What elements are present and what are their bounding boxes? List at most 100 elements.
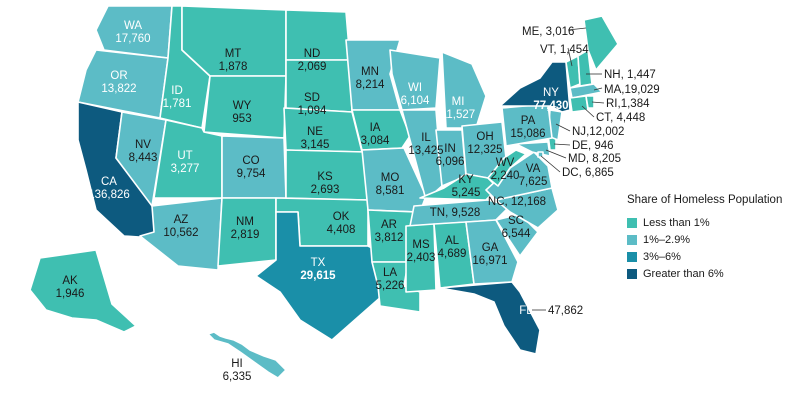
- state-ms: [405, 223, 437, 293]
- label-mi-value: 11,527: [441, 109, 475, 121]
- label-ga: GA 16,971: [472, 242, 507, 267]
- label-ny: NY 77,430: [533, 87, 568, 112]
- state-me: [583, 15, 619, 71]
- label-la-value: 5,226: [376, 280, 405, 292]
- state-ct: [569, 95, 589, 113]
- label-az-value: 10,562: [163, 227, 198, 239]
- label-hi-abbr: HI: [231, 358, 243, 370]
- leader-line-ct: [581, 105, 595, 118]
- label-al-abbr: AL: [445, 235, 460, 247]
- state-ia: [351, 109, 411, 151]
- label-ga-value: 16,971: [472, 255, 507, 267]
- label-ne: NE 3,145: [301, 126, 330, 151]
- legend-label-less-than-1: Less than 1%: [643, 216, 710, 229]
- label-dc: DC, 6,865: [562, 167, 614, 179]
- state-mo: [361, 147, 427, 213]
- label-tx-abbr: TX: [311, 257, 326, 269]
- label-tx-value: 29,615: [300, 270, 336, 282]
- label-ok-abbr: OK: [333, 211, 350, 223]
- label-mo-value: 8,581: [376, 185, 405, 197]
- state-mi: [441, 51, 487, 129]
- state-fl: [439, 281, 541, 355]
- label-hi-value: 6,335: [223, 371, 252, 383]
- label-nm: NM 2,819: [231, 216, 260, 241]
- label-sd: SD 1,094: [298, 92, 327, 117]
- state-tx: [255, 211, 385, 341]
- label-ca-value: 136,826: [88, 189, 130, 201]
- label-sd-abbr: SD: [304, 92, 320, 104]
- label-nc: NC, 12,168: [488, 196, 546, 208]
- label-mn-abbr: MN: [361, 66, 379, 78]
- label-ak-value: 1,946: [56, 288, 85, 300]
- label-wa-value: 17,760: [115, 33, 150, 45]
- label-ut-abbr: UT: [177, 150, 192, 162]
- state-mn: [345, 39, 401, 111]
- label-co-abbr: CO: [242, 155, 259, 167]
- state-wa: [95, 5, 173, 59]
- label-wi-abbr: WI: [408, 82, 422, 94]
- state-co: [221, 135, 287, 199]
- label-pa: PA 15,086: [510, 115, 545, 140]
- label-mo-abbr: MO: [381, 172, 400, 184]
- state-ri: [585, 95, 595, 109]
- label-nh: NH, 1,447: [604, 69, 656, 81]
- state-wv: [487, 149, 527, 187]
- label-de-abbr: DE: [572, 140, 588, 152]
- label-ia: IA 3,084: [361, 122, 390, 147]
- label-ky-value: 5,245: [452, 187, 481, 199]
- label-ma-value: 19,029: [624, 84, 659, 96]
- label-ne-abbr: NE: [307, 126, 323, 138]
- label-wv: WV 2,240: [491, 157, 520, 182]
- state-ga: [465, 219, 519, 285]
- label-or-value: 13,822: [101, 83, 136, 95]
- legend-item-3-to-6: 3%–6%: [627, 248, 803, 265]
- label-wy-abbr: WY: [233, 100, 252, 112]
- label-nd: ND 2,069: [298, 48, 327, 73]
- label-ca: CA 136,826: [88, 176, 130, 201]
- label-mn: MN 8,214: [356, 66, 385, 91]
- label-vt: VT, 1,454: [540, 44, 589, 56]
- label-ny-abbr: NY: [543, 87, 559, 99]
- leader-line-ri: [591, 101, 605, 104]
- label-de-value: 946: [594, 140, 613, 152]
- leader-line-nj: [555, 123, 571, 132]
- label-ks: KS 2,693: [311, 171, 340, 196]
- label-il-value: 13,425: [408, 145, 443, 157]
- legend-item-1-to-2-9: 1%–2.9%: [627, 231, 803, 248]
- label-il: IL 13,425: [408, 132, 443, 157]
- label-mt: MT 1,878: [219, 48, 248, 73]
- state-shapes: [29, 5, 619, 379]
- label-nh-value: 1,447: [627, 69, 656, 81]
- label-va-abbr: VA: [526, 163, 541, 175]
- label-ok: OK 4,408: [327, 211, 356, 236]
- label-sc-value: 6,544: [502, 228, 531, 240]
- label-ky: KY 5,245: [452, 174, 481, 199]
- label-ny-value: 77,430: [533, 100, 568, 112]
- label-tn-abbr: TN: [430, 207, 445, 219]
- label-in: IN 6,096: [436, 143, 465, 168]
- label-nd-value: 2,069: [298, 61, 327, 73]
- label-oh-abbr: OH: [476, 131, 493, 143]
- state-dc: [537, 151, 544, 158]
- label-md-abbr: MD: [568, 153, 586, 165]
- legend-swatch-3-to-6: [627, 251, 637, 262]
- leader-line-vt: [567, 47, 573, 67]
- label-mi-abbr: MI: [452, 96, 465, 108]
- legend-label-3-to-6: 3%–6%: [643, 250, 681, 263]
- state-labels: WA 17,760 OR 13,822 CA 136,826 NV 8,443 ID 1,…: [56, 20, 660, 383]
- label-ma: MA,19,029: [604, 84, 660, 96]
- state-ma: [569, 83, 603, 99]
- leader-line-de: [553, 143, 571, 146]
- label-nj: NJ,12,002: [572, 126, 624, 138]
- label-az-abbr: AZ: [174, 214, 189, 226]
- label-wv-value: 2,240: [491, 170, 520, 182]
- label-in-abbr: IN: [444, 143, 456, 155]
- label-in-value: 6,096: [436, 156, 465, 168]
- label-mi: MI 11,527: [441, 96, 475, 121]
- label-ri-abbr: RI: [606, 98, 618, 110]
- label-id-value: 1,781: [163, 98, 192, 110]
- label-pa-abbr: PA: [521, 115, 536, 127]
- label-mt-abbr: MT: [225, 48, 242, 60]
- state-hi: [207, 331, 287, 379]
- label-fl-abbr: FL: [519, 305, 533, 317]
